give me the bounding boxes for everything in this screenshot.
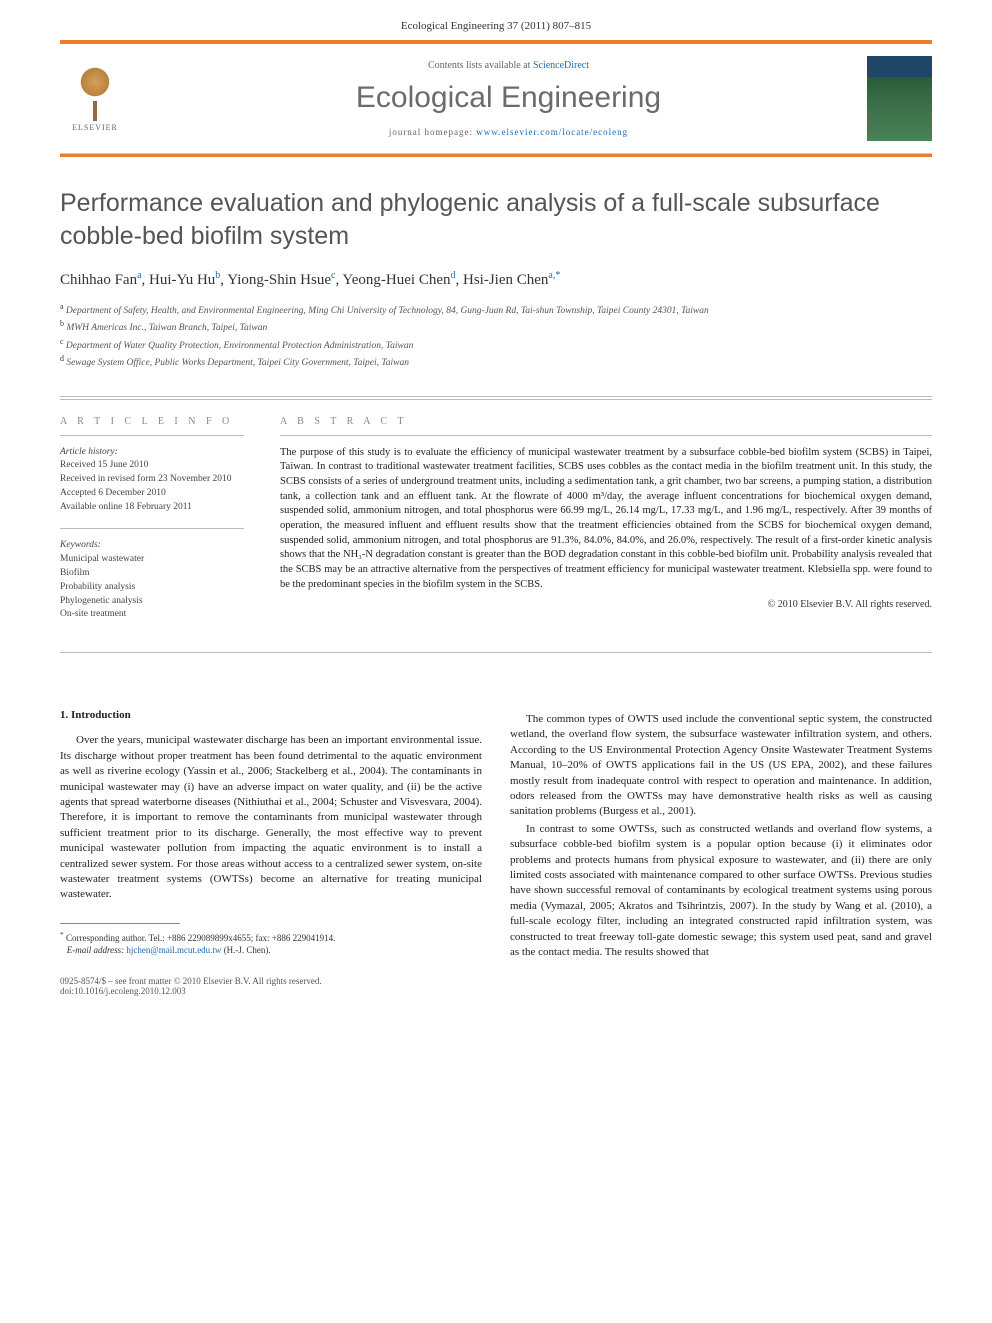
doi-line: doi:10.1016/j.ecoleng.2010.12.003 — [60, 986, 932, 996]
article-info-heading: A R T I C L E I N F O — [60, 416, 244, 436]
issn-line: 0925-8574/$ – see front matter © 2010 El… — [60, 976, 932, 986]
article-title: Performance evaluation and phylogenic an… — [60, 187, 932, 252]
body-paragraph: Over the years, municipal wastewater dis… — [60, 733, 482, 902]
author-list: Chihhao Fana, Hui-Yu Hub, Yiong-Shin Hsu… — [60, 270, 932, 289]
abstract-column: A B S T R A C T The purpose of this stud… — [260, 399, 932, 652]
affiliation-d: d Sewage System Office, Public Works Dep… — [60, 353, 932, 370]
elsevier-logo: ELSEVIER — [60, 59, 130, 139]
author-5: Hsi-Jien Chen — [463, 272, 548, 288]
right-column: The common types of OWTS used include th… — [510, 708, 932, 962]
journal-title: Ecological Engineering — [150, 81, 867, 115]
journal-homepage-line: journal homepage: www.elsevier.com/locat… — [150, 127, 867, 137]
author-1: Chihhao Fan — [60, 272, 137, 288]
keyword: Phylogenetic analysis — [60, 595, 244, 609]
abstract-copyright: © 2010 Elsevier B.V. All rights reserved… — [280, 599, 932, 610]
keyword: Municipal wastewater — [60, 553, 244, 567]
info-divider — [60, 528, 244, 529]
article-history-block: Article history: Received 15 June 2010 R… — [60, 446, 244, 515]
info-abstract-row: A R T I C L E I N F O Article history: R… — [60, 396, 932, 653]
contents-available-line: Contents lists available at ScienceDirec… — [150, 60, 867, 71]
keyword: Biofilm — [60, 567, 244, 581]
section-1-heading: 1. Introduction — [60, 708, 482, 723]
elsevier-logo-label: ELSEVIER — [72, 123, 118, 132]
corresponding-email-link[interactable]: hjchen@mail.mcut.edu.tw — [126, 945, 221, 955]
journal-homepage-link[interactable]: www.elsevier.com/locate/ecoleng — [476, 127, 628, 137]
keyword: Probability analysis — [60, 581, 244, 595]
citation-text: Ecological Engineering 37 (2011) 807–815 — [401, 20, 591, 32]
banner-center: Contents lists available at ScienceDirec… — [150, 60, 867, 137]
body-paragraph: In contrast to some OWTSs, such as const… — [510, 822, 932, 961]
article-front-matter: Performance evaluation and phylogenic an… — [0, 157, 992, 673]
article-info-column: A R T I C L E I N F O Article history: R… — [60, 399, 260, 652]
keywords-block: Keywords: Municipal wastewater Biofilm P… — [60, 539, 244, 622]
body-two-column: 1. Introduction Over the years, municipa… — [0, 708, 992, 962]
running-header: Ecological Engineering 37 (2011) 807–815 — [0, 0, 992, 40]
abstract-heading: A B S T R A C T — [280, 416, 932, 436]
affiliations-block: a Department of Safety, Health, and Envi… — [60, 301, 932, 371]
page-footer: 0925-8574/$ – see front matter © 2010 El… — [0, 962, 992, 1016]
journal-banner: ELSEVIER Contents lists available at Sci… — [60, 40, 932, 154]
affiliation-c: c Department of Water Quality Protection… — [60, 336, 932, 353]
author-4: Yeong-Huei Chen — [342, 272, 450, 288]
journal-cover-thumbnail — [867, 56, 932, 141]
keyword: On-site treatment — [60, 608, 244, 622]
elsevier-tree-icon — [70, 66, 120, 121]
left-column: 1. Introduction Over the years, municipa… — [60, 708, 482, 962]
author-2: Hui-Yu Hu — [149, 272, 215, 288]
corresponding-author-footnote: * Corresponding author. Tel.: +886 22908… — [60, 930, 482, 957]
abstract-text: The purpose of this study is to evaluate… — [280, 446, 932, 593]
body-paragraph: The common types of OWTS used include th… — [510, 712, 932, 820]
affiliation-b: b MWH Americas Inc., Taiwan Branch, Taip… — [60, 318, 932, 335]
sciencedirect-link[interactable]: ScienceDirect — [533, 60, 589, 71]
affiliation-a: a Department of Safety, Health, and Envi… — [60, 301, 932, 318]
footnote-separator — [60, 923, 180, 924]
author-3: Yiong-Shin Hsue — [227, 272, 331, 288]
